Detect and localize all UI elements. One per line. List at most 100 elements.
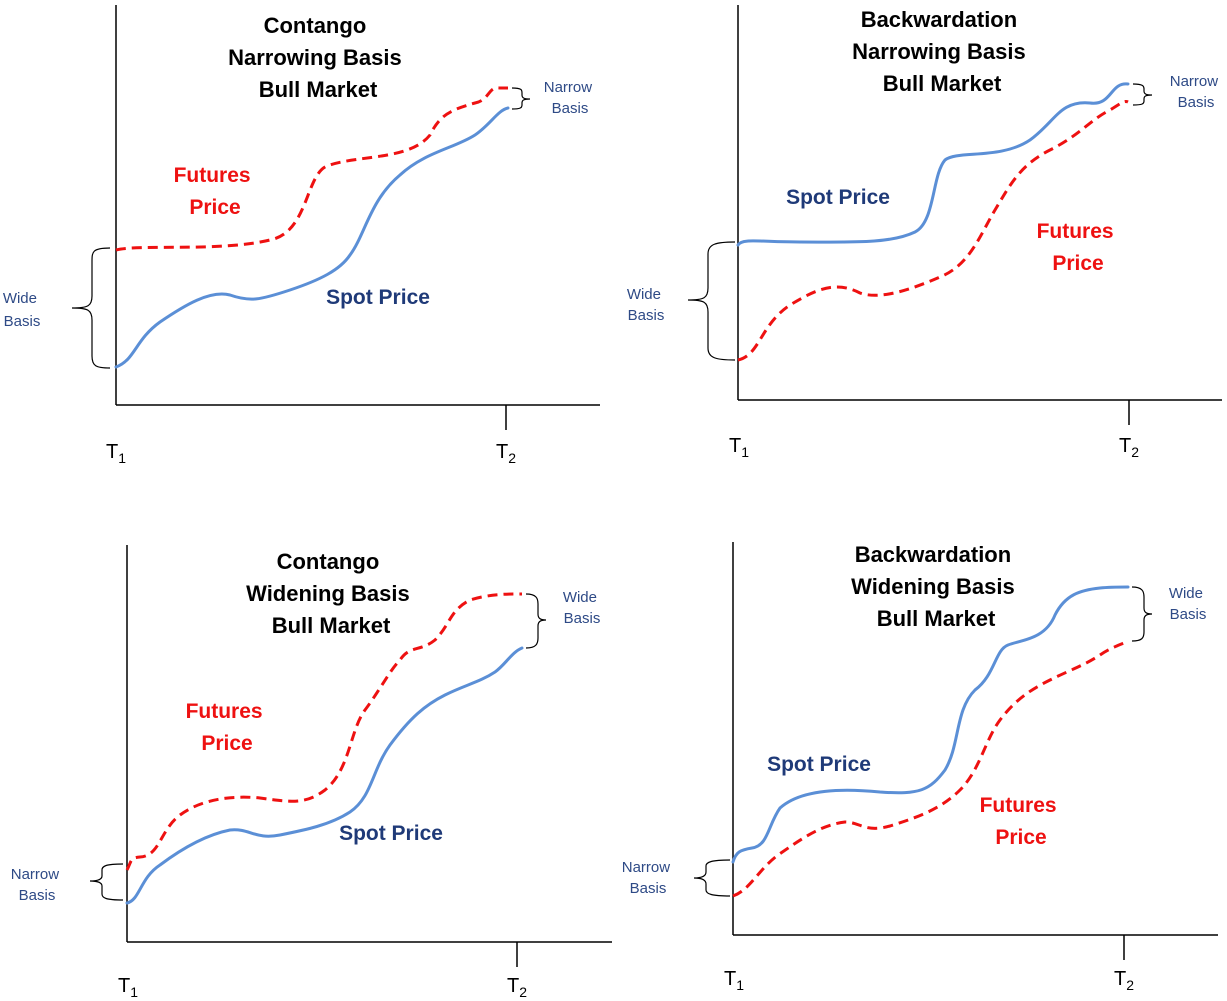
- t1-sub: 1: [118, 450, 126, 466]
- spot-price-label: Spot Price: [767, 753, 871, 776]
- t2-main: T: [507, 975, 519, 997]
- start-basis-brace: [693, 859, 731, 897]
- t1-main: T: [118, 975, 130, 997]
- t1-label: T1: [724, 968, 744, 993]
- start-basis-label: Narrow Basis: [11, 866, 64, 904]
- end-basis-label: Narrow Basis: [1170, 73, 1223, 111]
- t1-label: T1: [106, 441, 126, 466]
- spot-price-line: [114, 106, 510, 369]
- title-line-3: Bull Market: [883, 71, 1002, 96]
- t1-label: T1: [118, 975, 138, 1000]
- start-basis-label: Wide Basis: [3, 290, 41, 330]
- t2-main: T: [496, 441, 508, 463]
- futures-price-label: Futures Price: [186, 700, 269, 755]
- end-basis-line-2: Basis: [552, 100, 589, 117]
- end-basis-brace: [1132, 83, 1153, 106]
- spot-price-line: [125, 646, 524, 905]
- panel-title: Backwardation Widening Basis Bull Market: [851, 542, 1021, 631]
- t2-sub: 2: [1126, 977, 1134, 993]
- spot-price-label: Spot Price: [786, 186, 890, 209]
- t1-main: T: [729, 435, 741, 457]
- futures-price-label: Futures Price: [1037, 220, 1120, 275]
- futures-label-line-2: Price: [189, 196, 240, 219]
- panel-contango-widening: Contango Widening Basis Bull Market Futu…: [11, 545, 612, 1000]
- futures-price-line: [732, 639, 1129, 898]
- end-basis-label: Wide Basis: [1169, 585, 1207, 623]
- t2-label: T2: [1119, 435, 1139, 460]
- t1-main: T: [106, 441, 118, 463]
- futures-price-line: [125, 592, 523, 871]
- spot-price-label: Spot Price: [339, 822, 443, 845]
- start-basis-line-1: Wide: [627, 286, 661, 303]
- end-basis-line-1: Narrow: [1170, 73, 1219, 90]
- panel-backwardation-widening: Backwardation Widening Basis Bull Market…: [622, 542, 1218, 993]
- t1-sub: 1: [130, 984, 138, 1000]
- t1-main: T: [724, 968, 736, 990]
- title-line-2: Widening Basis: [851, 574, 1015, 599]
- title-line-2: Narrowing Basis: [852, 39, 1026, 64]
- futures-label-line-2: Price: [201, 732, 252, 755]
- title-line-2: Widening Basis: [246, 581, 410, 606]
- start-basis-line-2: Basis: [628, 307, 665, 324]
- futures-label-line-1: Futures: [1037, 220, 1114, 243]
- futures-price-label: Futures Price: [174, 164, 257, 219]
- futures-price-line: [737, 100, 1129, 362]
- start-basis-brace: [89, 863, 124, 901]
- start-basis-brace: [71, 247, 111, 369]
- end-basis-brace: [1131, 586, 1153, 642]
- end-basis-line-1: Wide: [1169, 585, 1203, 602]
- spot-price-line: [731, 585, 1130, 864]
- t2-sub: 2: [519, 984, 527, 1000]
- spot-price-label: Spot Price: [326, 286, 430, 309]
- end-basis-line-2: Basis: [564, 610, 601, 627]
- t2-sub: 2: [508, 450, 516, 466]
- t2-sub: 2: [1131, 444, 1139, 460]
- start-basis-label: Wide Basis: [627, 286, 665, 324]
- end-basis-line-1: Wide: [563, 589, 597, 606]
- panel-title: Contango Widening Basis Bull Market: [246, 549, 416, 638]
- panel-contango-narrowing: Contango Narrowing Basis Bull Market Fut…: [3, 5, 600, 466]
- start-basis-label: Narrow Basis: [622, 859, 675, 897]
- title-line-1: Backwardation: [855, 542, 1012, 567]
- t2-label: T2: [1114, 968, 1134, 993]
- title-line-3: Bull Market: [272, 613, 391, 638]
- futures-label-line-2: Price: [995, 826, 1046, 849]
- end-basis-line-1: Narrow: [544, 79, 593, 96]
- t2-label: T2: [507, 975, 527, 1000]
- end-basis-label: Wide Basis: [563, 589, 601, 627]
- start-basis-line-2: Basis: [630, 880, 667, 897]
- start-basis-line-1: Narrow: [622, 859, 671, 876]
- end-basis-brace: [511, 87, 531, 110]
- end-basis-label: Narrow Basis: [544, 79, 597, 117]
- title-line-2: Narrowing Basis: [228, 45, 402, 70]
- t1-sub: 1: [741, 444, 749, 460]
- title-line-1: Contango: [264, 13, 367, 38]
- start-basis-line-1: Wide: [3, 290, 37, 307]
- futures-price-line: [115, 86, 508, 252]
- t1-sub: 1: [736, 977, 744, 993]
- end-basis-brace: [525, 593, 547, 649]
- title-line-1: Contango: [277, 549, 380, 574]
- title-line-1: Backwardation: [861, 7, 1018, 32]
- start-basis-line-1: Narrow: [11, 866, 60, 883]
- spot-price-line: [736, 82, 1130, 247]
- start-basis-line-2: Basis: [4, 313, 41, 330]
- title-line-3: Bull Market: [259, 77, 378, 102]
- futures-price-label: Futures Price: [980, 794, 1063, 849]
- futures-label-line-1: Futures: [980, 794, 1057, 817]
- end-basis-line-2: Basis: [1170, 606, 1207, 623]
- t2-main: T: [1114, 968, 1126, 990]
- panel-title: Backwardation Narrowing Basis Bull Marke…: [852, 7, 1032, 96]
- t2-label: T2: [496, 441, 516, 466]
- end-basis-line-2: Basis: [1178, 94, 1215, 111]
- futures-label-line-1: Futures: [186, 700, 263, 723]
- start-basis-brace: [687, 241, 736, 361]
- futures-label-line-2: Price: [1052, 252, 1103, 275]
- t1-label: T1: [729, 435, 749, 460]
- title-line-3: Bull Market: [877, 606, 996, 631]
- start-basis-line-2: Basis: [19, 887, 56, 904]
- panel-backwardation-narrowing: Backwardation Narrowing Basis Bull Marke…: [627, 5, 1222, 460]
- futures-label-line-1: Futures: [174, 164, 251, 187]
- panel-title: Contango Narrowing Basis Bull Market: [228, 13, 408, 102]
